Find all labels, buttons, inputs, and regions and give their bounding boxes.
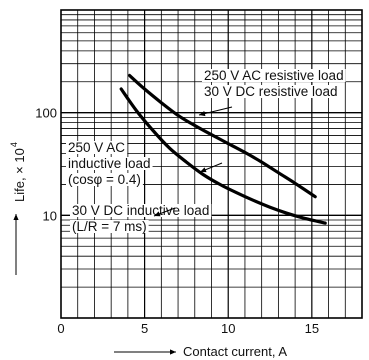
x-tick-label: 5: [141, 321, 148, 336]
inductive-ac-leader-arrow-head: [200, 167, 207, 173]
y-axis-direction-arrow: [13, 214, 19, 275]
inductive-dc-label-group: 30 V DC inductive load(L/R = 7 ms): [70, 203, 212, 234]
resistive-label-line-2: 30 V DC resistive load: [204, 84, 338, 99]
inductive-ac-label-line-1: 250 V AC: [68, 140, 125, 155]
x-axis-direction-arrow-head: [170, 349, 176, 355]
grid: [61, 10, 362, 318]
y-tick-label: 10: [43, 208, 57, 223]
inductive-dc-label-line-1: 30 V DC inductive load: [72, 203, 209, 218]
resistive-label-line-1: 250 V AC resistive load: [204, 68, 344, 83]
x-axis-direction-arrow: [114, 349, 176, 355]
y-axis-title: Life, × 10: [12, 148, 27, 202]
inductive-ac-label-backing: [66, 141, 128, 154]
inductive-ac-label-backing: [66, 157, 153, 170]
resistive-leader-arrow: [198, 106, 233, 117]
series-resistive-line: [128, 73, 317, 199]
resistive-label-backing: [202, 69, 346, 82]
inductive-dc-label-line-2: (L/R = 7 ms): [72, 219, 147, 234]
inductive-dc-leader-arrow: [153, 207, 176, 217]
series-inductive-line: [119, 87, 327, 225]
x-tick-label: 15: [305, 321, 319, 336]
resistive-leader-arrow-head: [199, 111, 206, 117]
x-axis-title: Contact current, A: [183, 344, 287, 359]
tick-labels: 0 5 10 15 10 100: [35, 106, 319, 336]
inductive-dc-label-backing: [70, 220, 149, 233]
y-axis-direction-arrow-head: [13, 214, 19, 220]
inductive-ac-label-line-2: inductive load: [68, 156, 151, 171]
x-tick-label: 0: [57, 321, 64, 336]
x-tick-label: 10: [221, 321, 235, 336]
inductive-ac-label-backing: [66, 173, 143, 186]
y-axis-title-group: Life, × 104: [9, 142, 27, 202]
y-tick-label: 100: [35, 106, 57, 121]
inductive-ac-leader-arrow: [199, 162, 223, 173]
inductive-ac-label-line-3: (cosφ = 0.4): [68, 172, 141, 187]
inductive-dc-leader-arrow-head: [154, 211, 161, 217]
plot-frame: [60, 9, 363, 319]
series-layer: [119, 73, 327, 225]
y-axis-title-exponent: 4: [9, 142, 19, 147]
resistive-label-backing: [202, 85, 340, 98]
inductive-dc-label-backing: [70, 204, 212, 217]
axis-titles: Contact current, A Life, × 104: [9, 142, 287, 359]
